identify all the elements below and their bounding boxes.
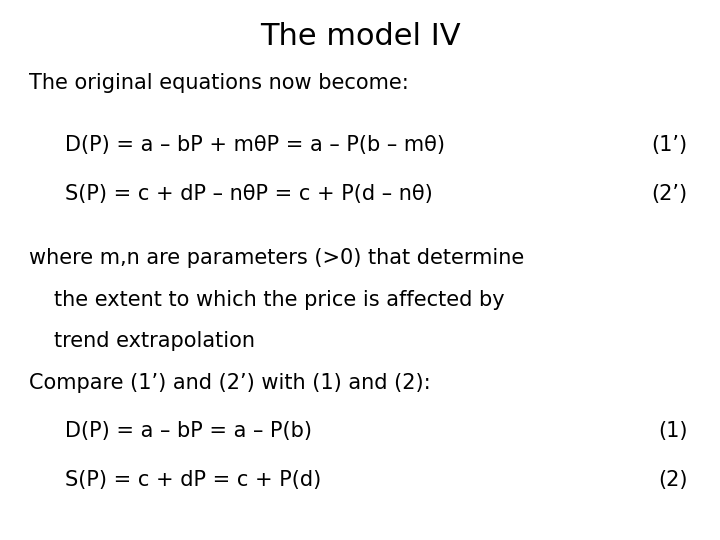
Text: (1): (1): [658, 421, 688, 441]
Text: trend extrapolation: trend extrapolation: [54, 331, 255, 351]
Text: D(P) = a – bP = a – P(b): D(P) = a – bP = a – P(b): [65, 421, 312, 441]
Text: Compare (1’) and (2’) with (1) and (2):: Compare (1’) and (2’) with (1) and (2):: [29, 373, 431, 393]
Text: The model IV: The model IV: [260, 22, 460, 51]
Text: (2): (2): [658, 470, 688, 490]
Text: S(P) = c + dP = c + P(d): S(P) = c + dP = c + P(d): [65, 470, 321, 490]
Text: The original equations now become:: The original equations now become:: [29, 73, 408, 93]
Text: S(P) = c + dP – nθP = c + P(d – nθ): S(P) = c + dP – nθP = c + P(d – nθ): [65, 184, 433, 204]
Text: D(P) = a – bP + mθP = a – P(b – mθ): D(P) = a – bP + mθP = a – P(b – mθ): [65, 135, 445, 155]
Text: where m,n are parameters (>0) that determine: where m,n are parameters (>0) that deter…: [29, 248, 524, 268]
Text: the extent to which the price is affected by: the extent to which the price is affecte…: [54, 290, 505, 310]
Text: (1’): (1’): [652, 135, 688, 155]
Text: (2’): (2’): [652, 184, 688, 204]
